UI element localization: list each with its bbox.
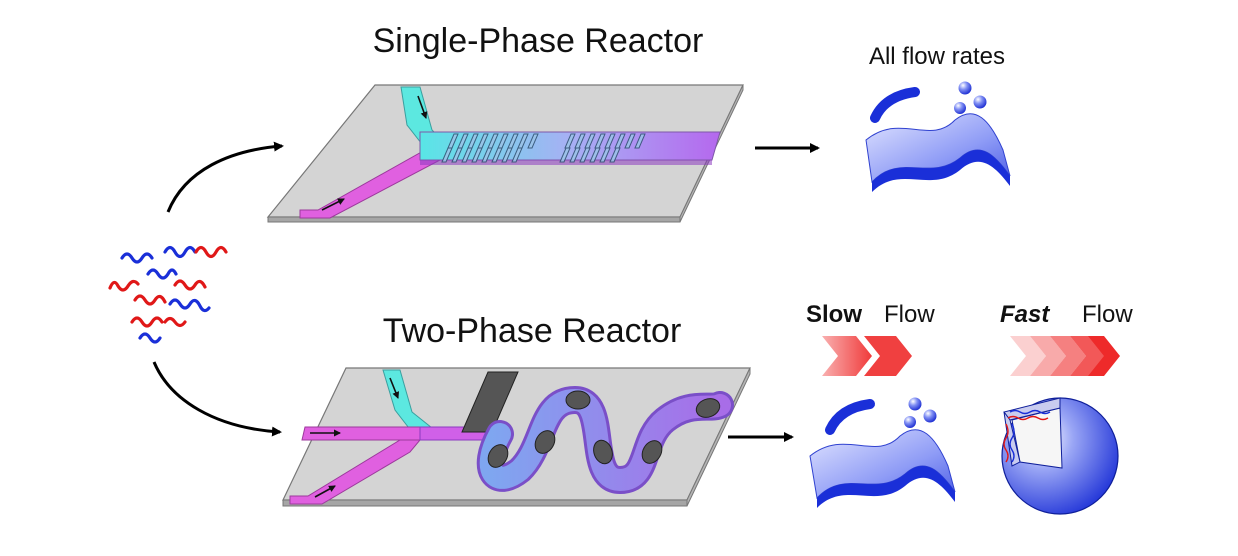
curved-arrow-to-two-phase — [152, 361, 282, 437]
single-phase-title: Single-Phase Reactor — [373, 22, 704, 60]
fast-flow-chevrons-icon — [1010, 336, 1120, 376]
wavy-sheet-aggregate-icon — [865, 81, 1011, 192]
slow-flow-label: Flow — [884, 301, 935, 328]
single-phase-chip — [266, 84, 744, 223]
fast-word: Fast — [1000, 301, 1050, 328]
slow-flow-sheet-aggregate-icon — [809, 397, 956, 508]
fast-flow-label: Flow — [1082, 301, 1133, 328]
two-phase-title: Two-Phase Reactor — [383, 312, 682, 350]
slow-word: Slow — [806, 301, 862, 328]
slow-flow-chevrons-icon — [822, 336, 912, 376]
cutaway-vesicle-icon — [1001, 397, 1119, 515]
curved-arrow-to-single-phase — [166, 141, 284, 213]
two-phase-chip — [282, 367, 751, 507]
polymer-chains-icon — [108, 245, 228, 344]
all-flow-rates-label: All flow rates — [869, 43, 1005, 70]
